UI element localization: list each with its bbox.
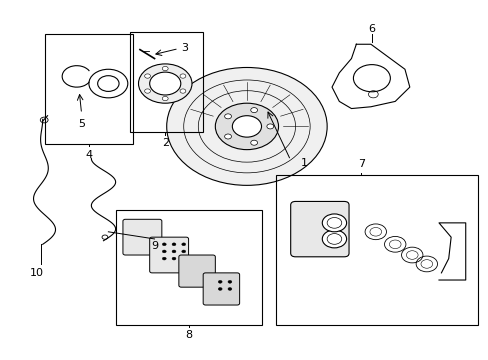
Circle shape [172,257,176,260]
Circle shape [180,89,185,93]
Circle shape [180,74,185,78]
Bar [116,210,261,325]
Circle shape [144,74,150,78]
Circle shape [215,103,278,150]
Text: 7: 7 [357,159,364,169]
FancyBboxPatch shape [122,219,162,255]
Circle shape [227,288,231,291]
Circle shape [322,214,346,232]
Text: 9: 9 [151,242,158,251]
Circle shape [162,250,166,253]
Circle shape [266,124,273,129]
Text: 8: 8 [184,330,192,340]
Circle shape [224,114,231,119]
Circle shape [166,67,326,185]
Circle shape [162,96,168,101]
Text: 3: 3 [181,43,188,53]
Circle shape [218,288,222,291]
Circle shape [162,243,166,246]
FancyBboxPatch shape [290,202,348,257]
Circle shape [162,66,168,71]
FancyBboxPatch shape [149,237,188,273]
Text: 1: 1 [300,158,307,168]
Text: 6: 6 [367,23,375,33]
Circle shape [162,257,166,260]
Bar [276,175,477,325]
Bar [45,33,132,144]
FancyBboxPatch shape [203,273,239,305]
Text: 5: 5 [78,118,85,129]
Bar [130,32,203,132]
Circle shape [182,243,185,246]
Circle shape [322,230,346,248]
Text: 4: 4 [85,150,92,159]
Circle shape [250,108,257,113]
Text: 10: 10 [30,267,44,278]
Circle shape [232,116,261,137]
Circle shape [218,280,222,283]
Circle shape [182,257,185,260]
Circle shape [172,250,176,253]
Circle shape [172,243,176,246]
Circle shape [149,72,181,95]
Circle shape [144,89,150,93]
FancyBboxPatch shape [179,255,215,287]
Circle shape [138,64,192,103]
Circle shape [250,140,257,145]
Circle shape [227,280,231,283]
Text: 2: 2 [162,138,168,148]
Circle shape [224,134,231,139]
Circle shape [182,250,185,253]
